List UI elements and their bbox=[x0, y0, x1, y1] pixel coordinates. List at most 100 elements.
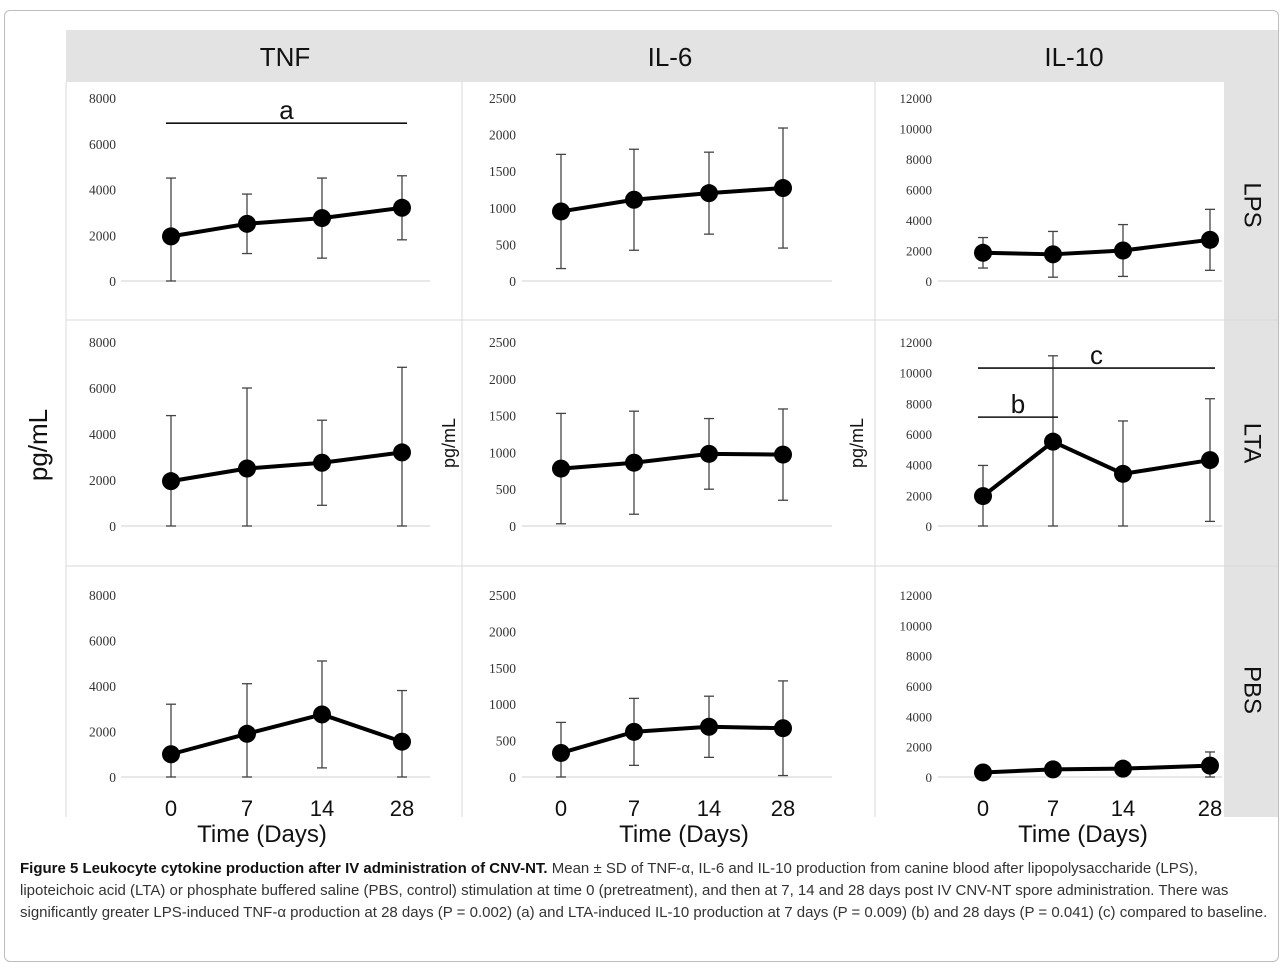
significance-label-b: b bbox=[1011, 389, 1025, 419]
row-label-band bbox=[1224, 82, 1278, 817]
data-point bbox=[974, 487, 992, 506]
series-line-pbs-il-6 bbox=[560, 724, 784, 755]
x-tick-label: 0 bbox=[977, 796, 989, 821]
y-tick-label: 0 bbox=[509, 770, 516, 785]
y-tick-label: 4000 bbox=[89, 183, 116, 198]
x-tick-label: 28 bbox=[1198, 796, 1222, 821]
series-line-lta-tnf bbox=[170, 450, 403, 484]
x-axis-title-il6: Time (Days) bbox=[619, 821, 749, 848]
row-label-pbs: PBS bbox=[1239, 666, 1266, 714]
data-point bbox=[313, 453, 331, 472]
data-point bbox=[974, 243, 992, 262]
data-point bbox=[700, 444, 718, 463]
y-tick-label: 1500 bbox=[489, 164, 516, 179]
y-tick-label: 0 bbox=[109, 274, 116, 289]
data-point bbox=[1114, 464, 1132, 483]
series-line-lps-tnf bbox=[170, 205, 403, 239]
data-point bbox=[625, 453, 643, 472]
data-point bbox=[162, 472, 180, 491]
y-tick-label: 2000 bbox=[89, 725, 116, 740]
y-axis-title-il6: pg/mL bbox=[439, 418, 459, 468]
y-tick-label: 500 bbox=[496, 237, 517, 252]
y-tick-label: 0 bbox=[509, 274, 516, 289]
x-tick-label: 0 bbox=[165, 796, 177, 821]
y-tick-label: 1000 bbox=[489, 445, 516, 460]
series-line-lps-il-10 bbox=[982, 237, 1211, 257]
series-line-pbs-tnf bbox=[170, 712, 403, 757]
y-tick-label: 6000 bbox=[906, 679, 932, 694]
column-header-il-6: IL-6 bbox=[648, 42, 693, 72]
series-line-pbs-il-10 bbox=[982, 763, 1211, 775]
y-tick-label: 12000 bbox=[900, 91, 933, 106]
row-label-lta: LTA bbox=[1239, 423, 1266, 463]
figure-frame bbox=[4, 10, 1279, 962]
x-axis-title-tnf: Time (Days) bbox=[197, 821, 327, 848]
caption-title: Figure 5 Leukocyte cytokine production a… bbox=[20, 860, 548, 877]
significance-label-c: c bbox=[1090, 340, 1103, 370]
y-tick-label: 8000 bbox=[906, 152, 932, 167]
data-point bbox=[774, 719, 792, 738]
data-point bbox=[774, 179, 792, 198]
y-axis-title-main: pg/mL bbox=[23, 409, 53, 481]
data-point bbox=[162, 745, 180, 764]
y-axis-title-il10: pg/mL bbox=[847, 418, 867, 468]
x-tick-label: 14 bbox=[1111, 796, 1135, 821]
y-tick-label: 0 bbox=[926, 770, 933, 785]
row-label-lps: LPS bbox=[1239, 182, 1266, 227]
y-tick-label: 4000 bbox=[906, 458, 932, 473]
column-header-tnf: TNF bbox=[260, 42, 311, 72]
x-tick-label: 28 bbox=[390, 796, 414, 821]
data-point bbox=[393, 443, 411, 462]
data-point bbox=[1201, 230, 1219, 249]
column-header-il-10: IL-10 bbox=[1044, 42, 1103, 72]
y-tick-label: 2000 bbox=[906, 244, 932, 259]
data-point bbox=[393, 198, 411, 217]
y-tick-label: 0 bbox=[509, 519, 516, 534]
y-tick-label: 4000 bbox=[89, 427, 116, 442]
x-tick-label: 7 bbox=[1047, 796, 1059, 821]
data-point bbox=[238, 459, 256, 478]
y-tick-label: 1000 bbox=[489, 697, 516, 712]
data-point bbox=[552, 743, 570, 762]
data-point bbox=[700, 184, 718, 203]
data-point bbox=[313, 705, 331, 724]
y-tick-label: 8000 bbox=[906, 396, 932, 411]
series-line-lta-il-10 bbox=[981, 439, 1211, 498]
y-tick-label: 2000 bbox=[89, 228, 116, 243]
y-tick-label: 2500 bbox=[489, 91, 516, 106]
x-tick-label: 7 bbox=[241, 796, 253, 821]
y-tick-label: 12000 bbox=[900, 588, 933, 603]
y-tick-label: 0 bbox=[109, 519, 116, 534]
y-tick-label: 8000 bbox=[906, 649, 932, 664]
figure-panel-grid: TNF IL-6 IL-10 LPS LTA PBS pg/mL pg/mL pg/mL 0 200… bbox=[23, 30, 1278, 848]
y-tick-label: 8000 bbox=[89, 91, 116, 106]
data-point bbox=[393, 732, 411, 751]
y-tick-label: 1500 bbox=[489, 661, 516, 676]
data-point bbox=[162, 227, 180, 246]
y-tick-label: 1500 bbox=[489, 409, 516, 424]
y-tick-label: 2500 bbox=[489, 588, 516, 603]
y-tick-label: 4000 bbox=[906, 213, 932, 228]
series-line-lta-il-6 bbox=[560, 451, 784, 471]
data-point bbox=[1114, 759, 1132, 778]
x-tick-label: 28 bbox=[771, 796, 795, 821]
y-tick-label: 6000 bbox=[89, 634, 116, 649]
y-tick-label: 2000 bbox=[906, 740, 932, 755]
data-point bbox=[552, 202, 570, 221]
data-point bbox=[1044, 432, 1062, 451]
y-tick-label: 2000 bbox=[489, 624, 516, 639]
x-tick-label: 0 bbox=[555, 796, 567, 821]
y-tick-label: 6000 bbox=[89, 381, 116, 396]
data-point bbox=[974, 763, 992, 782]
significance-label-a: a bbox=[279, 95, 294, 125]
y-tick-label: 2000 bbox=[906, 488, 932, 503]
data-point bbox=[774, 445, 792, 464]
y-tick-label: 2500 bbox=[489, 335, 516, 350]
y-tick-label: 2000 bbox=[89, 473, 116, 488]
data-point bbox=[313, 209, 331, 228]
y-tick-label: 2000 bbox=[489, 372, 516, 387]
y-tick-label: 10000 bbox=[900, 122, 933, 137]
column-header-band bbox=[66, 30, 1278, 82]
series-line-lps-il-6 bbox=[560, 186, 784, 214]
y-tick-label: 0 bbox=[926, 274, 933, 289]
